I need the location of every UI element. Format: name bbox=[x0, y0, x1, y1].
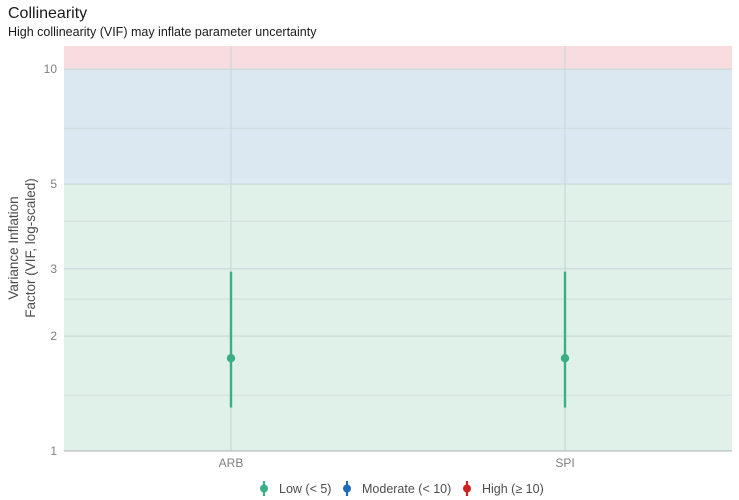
gridlines bbox=[64, 46, 732, 452]
legend-label: High (≥ 10) bbox=[482, 482, 544, 496]
risk-band-0 bbox=[64, 184, 732, 452]
legend-key-point bbox=[260, 484, 268, 493]
x-tick-label: ARB bbox=[219, 456, 244, 470]
x-tick-labels: ARB SPI bbox=[219, 456, 575, 470]
x-tick-label: SPI bbox=[555, 456, 574, 470]
y-tick-label: 1 bbox=[50, 444, 57, 458]
data-marks bbox=[226, 271, 570, 408]
y-tick-label: 3 bbox=[50, 262, 57, 276]
vif-point-ARB bbox=[226, 354, 236, 363]
y-axis-label-line2: Factor (VIF, log-scaled) bbox=[23, 178, 38, 318]
vif-point-SPI bbox=[560, 354, 570, 363]
chart-title: Collinearity bbox=[8, 5, 88, 22]
legend: Low (< 5) Moderate (< 10) High (≥ 10) bbox=[260, 481, 544, 496]
legend-key-point bbox=[463, 484, 471, 493]
legend-label: Low (< 5) bbox=[279, 482, 331, 496]
risk-band-1 bbox=[64, 69, 732, 185]
y-tick-labels: 1 2 3 5 10 bbox=[44, 62, 58, 458]
chart-subtitle: High collinearity (VIF) may inflate para… bbox=[8, 25, 317, 39]
y-axis-label-line1: Variance Inflation bbox=[6, 196, 21, 299]
y-tick-label: 10 bbox=[44, 62, 58, 76]
risk-band-2 bbox=[64, 46, 732, 70]
legend-key-point bbox=[343, 484, 351, 493]
y-tick-label: 5 bbox=[50, 177, 57, 191]
y-tick-label: 2 bbox=[50, 329, 57, 343]
risk-bands bbox=[64, 46, 732, 452]
legend-label: Moderate (< 10) bbox=[362, 482, 451, 496]
